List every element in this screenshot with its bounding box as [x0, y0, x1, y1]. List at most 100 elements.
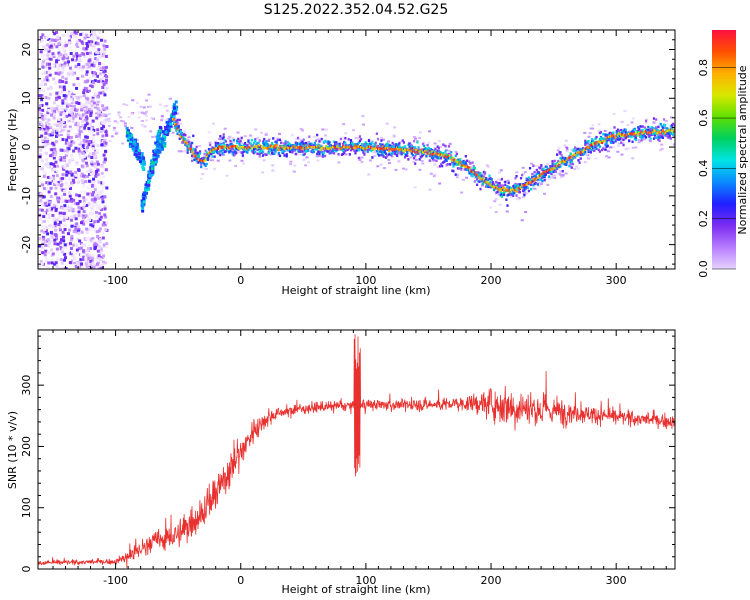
heatmap-cell — [104, 89, 108, 93]
heatmap-cell — [63, 208, 67, 212]
heatmap-cell — [186, 151, 189, 154]
heatmap-cell — [497, 171, 501, 174]
heatmap-cell — [89, 126, 93, 130]
heatmap-cell — [57, 200, 61, 204]
heatmap-cell — [79, 246, 83, 250]
heatmap-cell — [622, 134, 625, 137]
heatmap-cell — [334, 141, 337, 145]
heatmap-cell — [500, 188, 503, 191]
heatmap-cell — [101, 121, 105, 125]
heatmap-cell — [264, 141, 267, 144]
heatmap-cell — [543, 178, 546, 182]
heatmap-cell — [82, 174, 86, 178]
heatmap-cell — [495, 186, 498, 190]
heatmap-cell — [130, 140, 134, 144]
heatmap-cell — [77, 124, 81, 128]
heatmap-cell — [615, 134, 618, 138]
heatmap-cell — [119, 119, 123, 122]
heatmap-cell — [105, 86, 109, 90]
heatmap-cell — [51, 225, 55, 229]
heatmap-cell — [56, 36, 60, 40]
heatmap-cell — [112, 128, 116, 131]
heatmap-cell — [83, 109, 87, 113]
heatmap-cell — [558, 151, 561, 154]
heatmap-cell — [592, 146, 595, 149]
heatmap-cell — [489, 183, 492, 187]
heatmap-cell — [225, 145, 229, 149]
heatmap-cell — [194, 153, 197, 156]
heatmap-cell — [364, 148, 367, 151]
heatmap-cell — [209, 143, 212, 147]
heatmap-cell — [205, 162, 208, 166]
heatmap-cell — [541, 176, 544, 179]
heatmap-cell — [326, 140, 329, 144]
heatmap-cell — [43, 151, 47, 155]
heatmap-cell — [506, 204, 509, 207]
heatmap-cell — [101, 263, 105, 267]
heatmap-cell — [419, 155, 422, 159]
heatmap-cell — [631, 131, 635, 134]
heatmap-cell — [63, 192, 67, 196]
heatmap-cell — [568, 154, 571, 158]
heatmap-cell — [283, 145, 286, 148]
heatmap-cell — [515, 185, 518, 188]
heatmap-cell — [79, 174, 83, 178]
heatmap-cell — [596, 142, 599, 146]
heatmap-cell — [639, 134, 642, 137]
heatmap-cell — [241, 145, 244, 149]
heatmap-cell — [289, 163, 293, 166]
heatmap-cell — [361, 148, 364, 152]
heatmap-cell — [467, 168, 470, 172]
heatmap-cell — [52, 156, 56, 160]
heatmap-cell — [373, 147, 376, 151]
heatmap-cell — [383, 149, 386, 152]
heatmap-cell — [317, 146, 320, 149]
heatmap-cell — [134, 149, 138, 153]
heatmap-cell — [49, 44, 53, 48]
heatmap-cell — [571, 154, 574, 158]
heatmap-cell — [388, 143, 391, 147]
heatmap-cell — [103, 221, 107, 225]
heatmap-cell — [469, 168, 472, 171]
heatmap-cell — [646, 129, 649, 132]
y-tick-label: -10 — [20, 187, 33, 205]
heatmap-cell — [101, 54, 105, 58]
heatmap-cell — [241, 154, 244, 157]
heatmap-cell — [655, 129, 658, 133]
heatmap-cell — [519, 186, 523, 189]
heatmap-cell — [408, 145, 411, 148]
heatmap-cell — [620, 141, 623, 144]
heatmap-cell — [320, 144, 324, 147]
heatmap-cell — [579, 157, 582, 160]
heatmap-cell — [340, 153, 344, 156]
heatmap-cell — [256, 147, 259, 150]
heatmap-cell — [393, 149, 396, 153]
heatmap-cell — [590, 138, 594, 141]
heatmap-cell — [177, 150, 181, 153]
heatmap-cell — [42, 174, 46, 178]
heatmap-cell — [50, 106, 54, 109]
heatmap-cell — [100, 265, 104, 269]
heatmap-cell — [516, 185, 519, 188]
heatmap-cell — [87, 127, 91, 131]
heatmap-cell — [498, 203, 502, 206]
heatmap-cell — [62, 212, 66, 216]
heatmap-cell — [62, 63, 66, 67]
heatmap-cell — [125, 127, 129, 131]
heatmap-cell — [49, 142, 53, 146]
heatmap-cell — [506, 184, 509, 188]
heatmap-cell — [91, 253, 95, 257]
heatmap-cell — [92, 101, 96, 105]
heatmap-cell — [130, 126, 134, 129]
heatmap-cell — [606, 134, 609, 137]
heatmap-cell — [51, 52, 55, 56]
heatmap-cell — [393, 145, 396, 149]
heatmap-cell — [46, 111, 50, 115]
heatmap-cell — [670, 129, 674, 133]
heatmap-cell — [412, 156, 416, 160]
heatmap-cell — [321, 155, 324, 158]
heatmap-cell — [387, 148, 390, 151]
heatmap-cell — [97, 30, 101, 34]
heatmap-cell — [81, 159, 85, 163]
heatmap-cell — [525, 181, 528, 185]
